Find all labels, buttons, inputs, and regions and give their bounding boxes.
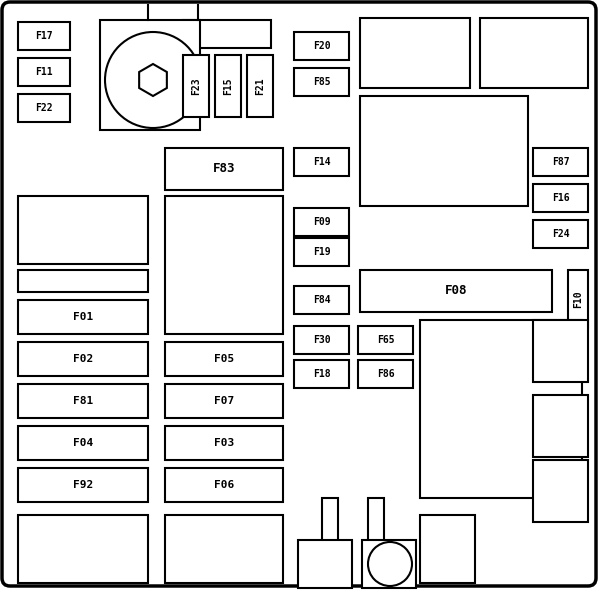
Bar (294, 238, 349, 266)
Text: F65: F65 (377, 335, 394, 345)
Text: F22: F22 (35, 103, 53, 113)
Bar (18, 94, 70, 122)
Bar (294, 208, 349, 236)
Text: F84: F84 (313, 295, 331, 305)
Bar (165, 196, 283, 334)
Bar (294, 32, 349, 60)
Bar (294, 286, 349, 314)
Text: F24: F24 (551, 229, 569, 239)
Polygon shape (139, 64, 167, 96)
Bar (183, 20, 271, 48)
Bar (533, 148, 588, 176)
Text: F92: F92 (73, 480, 93, 490)
Bar (360, 270, 552, 312)
Bar (247, 55, 273, 117)
Text: F16: F16 (551, 193, 569, 203)
Bar (165, 426, 283, 460)
Bar (18, 58, 70, 86)
Text: F02: F02 (73, 354, 93, 364)
Text: F20: F20 (313, 41, 331, 51)
Bar (533, 184, 588, 212)
Text: F85: F85 (313, 77, 331, 87)
Bar (533, 460, 588, 522)
Bar (533, 320, 588, 382)
Bar (165, 342, 283, 376)
Bar (533, 220, 588, 248)
Text: F14: F14 (313, 157, 331, 167)
Text: F01: F01 (73, 312, 93, 322)
Text: F10: F10 (573, 290, 583, 308)
Text: F11: F11 (35, 67, 53, 77)
Text: F23: F23 (191, 77, 201, 95)
Bar (18, 196, 148, 264)
Bar (533, 395, 588, 457)
Text: F17: F17 (35, 31, 53, 41)
Text: F30: F30 (313, 335, 331, 345)
Bar (298, 540, 352, 588)
Bar (18, 300, 148, 334)
Text: F19: F19 (313, 247, 331, 257)
Bar (362, 540, 416, 588)
Text: F07: F07 (214, 396, 234, 406)
Bar (215, 55, 241, 117)
Text: F21: F21 (255, 77, 265, 95)
Bar (322, 498, 338, 542)
Bar (165, 515, 283, 583)
Bar (368, 498, 384, 542)
Bar (18, 22, 70, 50)
Bar (165, 148, 283, 190)
Bar (360, 96, 528, 206)
Bar (183, 55, 209, 117)
Bar (568, 270, 588, 328)
Bar (165, 384, 283, 418)
Bar (18, 515, 148, 583)
Bar (18, 342, 148, 376)
Text: F15: F15 (223, 77, 233, 95)
Bar (360, 18, 470, 88)
FancyBboxPatch shape (2, 2, 596, 586)
Bar (18, 468, 148, 502)
Bar (18, 270, 148, 292)
Bar (18, 426, 148, 460)
Text: F06: F06 (214, 480, 234, 490)
Text: F18: F18 (313, 369, 331, 379)
Circle shape (105, 32, 201, 128)
Text: F03: F03 (214, 438, 234, 448)
Text: F86: F86 (377, 369, 394, 379)
Text: F05: F05 (214, 354, 234, 364)
Text: F83: F83 (213, 163, 235, 175)
Bar (294, 326, 349, 354)
Bar (358, 326, 413, 354)
Bar (100, 20, 200, 130)
Text: F87: F87 (551, 157, 569, 167)
Text: F04: F04 (73, 438, 93, 448)
Circle shape (368, 542, 412, 586)
Bar (165, 468, 283, 502)
Bar (420, 320, 582, 498)
Text: F81: F81 (73, 396, 93, 406)
Bar (480, 18, 588, 88)
Bar (18, 384, 148, 418)
Text: F08: F08 (445, 284, 467, 298)
Bar (358, 360, 413, 388)
Bar (294, 68, 349, 96)
Text: F09: F09 (313, 217, 331, 227)
Bar (420, 515, 475, 583)
Bar (294, 360, 349, 388)
Bar (294, 148, 349, 176)
